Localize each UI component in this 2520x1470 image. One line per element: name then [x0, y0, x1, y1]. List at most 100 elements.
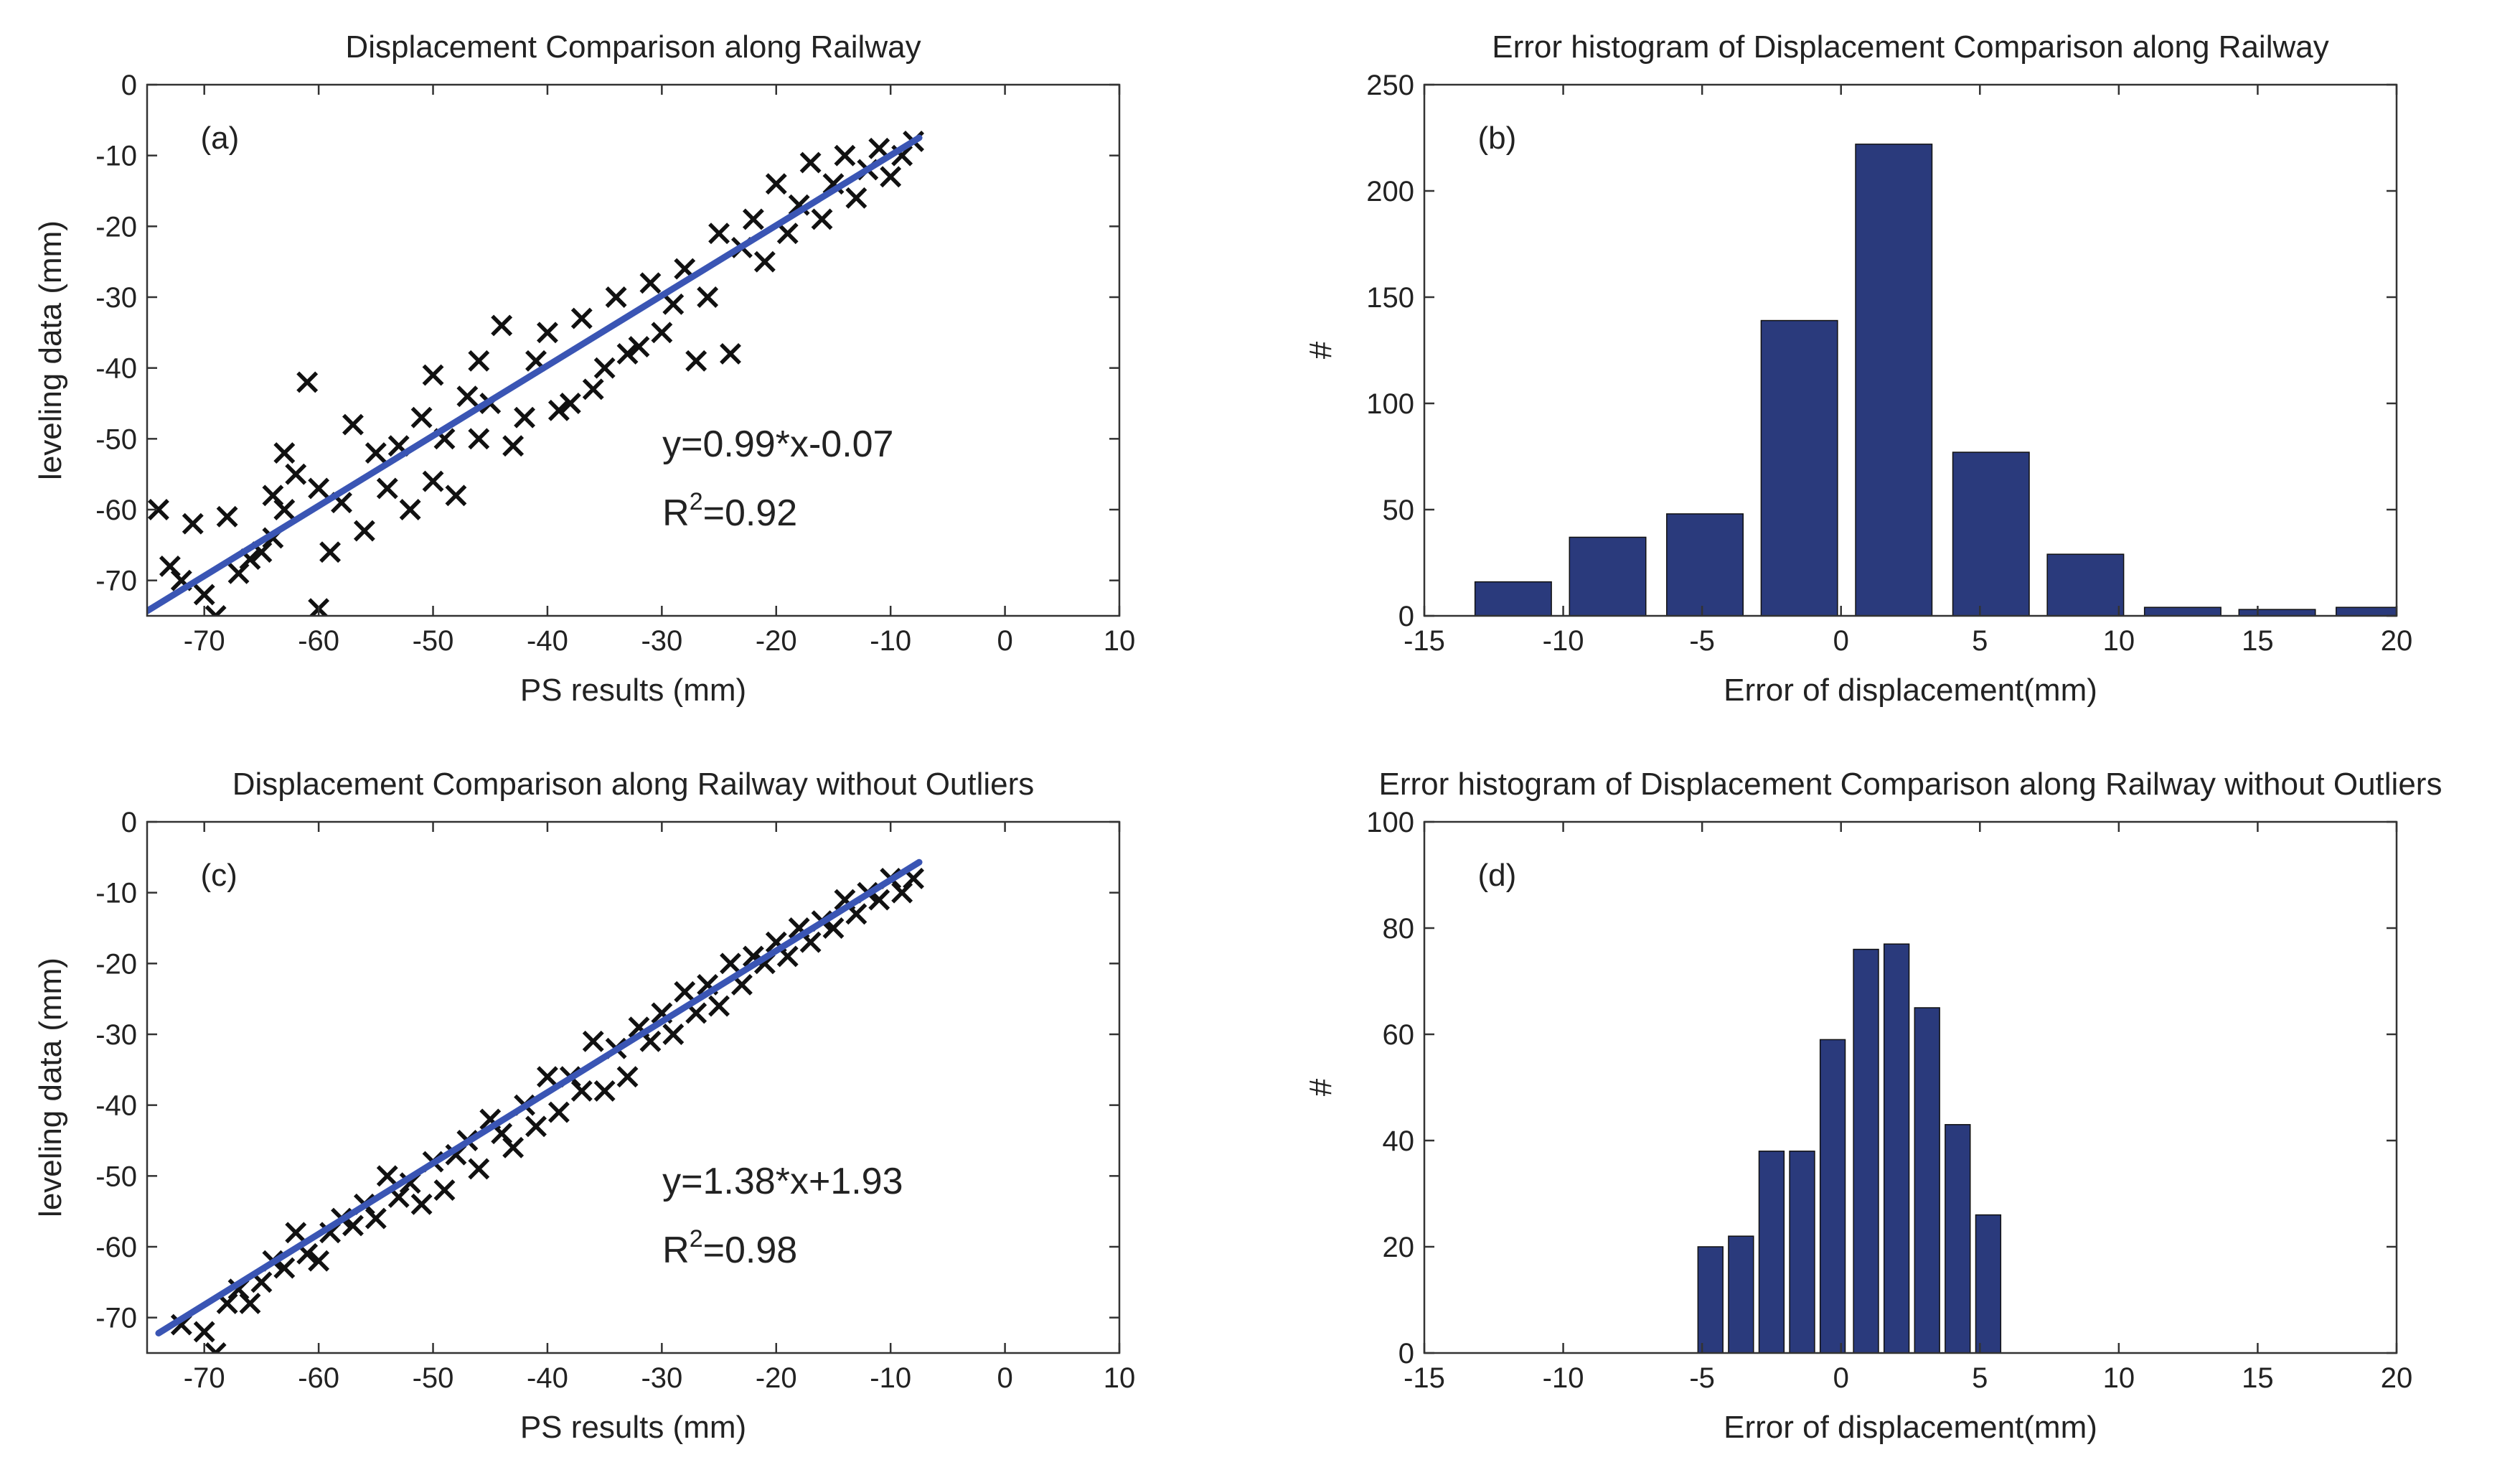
histogram-bar — [1760, 319, 1838, 616]
r-squared: R2=0.98 — [662, 1225, 797, 1271]
histogram-bar — [1975, 1214, 2002, 1353]
scatter-point — [674, 980, 696, 1003]
scatter-point — [502, 435, 525, 457]
scatter-point — [204, 1342, 227, 1353]
histogram-bar — [1819, 1039, 1846, 1353]
y-axis-label: # — [1303, 1078, 1338, 1096]
r-squared-value: =0.92 — [703, 492, 798, 534]
scatter-point — [193, 584, 215, 606]
scatter-point — [365, 1207, 387, 1230]
r-squared-prefix: R — [662, 1230, 690, 1271]
y-tick-label: -20 — [95, 211, 137, 243]
scatter-point — [308, 477, 330, 500]
x-tick-label: -20 — [756, 1362, 797, 1394]
x-tick-label: 10 — [1104, 1362, 1136, 1394]
x-tick-label: -10 — [1543, 625, 1584, 657]
x-tick-label: 15 — [2242, 625, 2274, 657]
y-tick-label: 0 — [1398, 1338, 1414, 1370]
scatter-point — [662, 1024, 685, 1045]
x-tick-label: 20 — [2381, 1362, 2413, 1394]
scatter-point — [502, 1136, 525, 1158]
r-squared-prefix: R — [662, 492, 690, 534]
y-tick-label: -10 — [95, 141, 137, 172]
scatter-point — [880, 166, 902, 188]
histogram-bar — [2238, 609, 2316, 616]
scatter-point — [410, 1193, 433, 1215]
x-axis-label: Error of displacement(mm) — [1724, 1410, 2097, 1445]
scatter-point — [868, 137, 890, 159]
x-tick-label: -5 — [1689, 625, 1715, 657]
scatter-point — [514, 406, 536, 429]
scatter-point — [353, 520, 375, 542]
scatter-point — [376, 477, 398, 500]
histogram-bar — [2336, 607, 2397, 616]
scatter-point — [285, 463, 307, 485]
x-tick-label: -5 — [1689, 1362, 1715, 1394]
y-tick-label: -40 — [95, 1090, 137, 1122]
scatter-point — [296, 371, 319, 393]
plot-data — [1474, 144, 2397, 616]
scatter-point — [342, 413, 364, 436]
x-tick-label: -60 — [298, 625, 339, 657]
scatter-point — [593, 357, 616, 379]
fit-equation: y=1.38*x+1.93 — [662, 1161, 903, 1202]
x-tick-label: 0 — [1833, 1362, 1849, 1394]
scatter-point — [582, 378, 604, 401]
chart-panel-c: Displacement Comparison along Railway wi… — [33, 767, 1135, 1445]
chart-panel-d: Error histogram of Displacement Comparis… — [1303, 767, 2442, 1445]
panel-label: (b) — [1478, 121, 1517, 156]
chart-title: Displacement Comparison along Railway wi… — [232, 767, 1035, 802]
x-tick-label: -40 — [527, 625, 568, 657]
scatter-point — [547, 1101, 570, 1123]
y-tick-label: -40 — [95, 353, 137, 385]
x-axis-label: PS results (mm) — [520, 673, 746, 708]
histogram-bar — [1697, 1246, 1724, 1353]
x-tick-label: -60 — [298, 1362, 339, 1394]
chart-title: Displacement Comparison along Railway — [345, 29, 921, 65]
scatter-point — [147, 499, 169, 520]
x-tick-label: 0 — [997, 1362, 1012, 1394]
scatter-point — [720, 342, 741, 365]
scatter-point — [525, 1115, 547, 1138]
x-tick-label: 10 — [2103, 1362, 2135, 1394]
histogram-bar — [1569, 536, 1647, 616]
scatter-point — [742, 208, 764, 230]
scatter-point — [182, 512, 204, 535]
plot-data — [147, 130, 925, 616]
scatter-point — [536, 1066, 558, 1088]
x-tick-label: 0 — [1833, 625, 1849, 657]
y-axis-label: leveling data (mm) — [33, 220, 68, 480]
x-axis-label: PS results (mm) — [520, 1410, 746, 1445]
histogram-bar — [1945, 1124, 1971, 1353]
x-tick-label: -10 — [1543, 1362, 1584, 1394]
scatter-point — [708, 995, 730, 1017]
scatter-point — [547, 399, 570, 421]
scatter-point — [639, 272, 662, 294]
y-tick-label: 20 — [1383, 1232, 1415, 1263]
chart-title: Error histogram of Displacement Comparis… — [1379, 767, 2443, 802]
y-tick-label: -50 — [95, 423, 137, 455]
x-tick-label: 20 — [2381, 625, 2413, 657]
x-tick-label: -15 — [1404, 625, 1445, 657]
scatter-point — [445, 484, 467, 507]
x-tick-label: 0 — [997, 625, 1012, 657]
scatter-point — [376, 1165, 398, 1187]
fit-equation: y=0.99*x-0.07 — [662, 423, 893, 465]
y-tick-label: -50 — [95, 1161, 137, 1192]
y-tick-label: 150 — [1366, 282, 1414, 314]
scatter-point — [239, 1292, 261, 1314]
y-tick-label: -30 — [95, 1019, 137, 1051]
x-tick-label: 10 — [1104, 625, 1136, 657]
histogram-bar — [1789, 1151, 1815, 1353]
scatter-point — [365, 442, 387, 464]
scatter-point — [399, 499, 421, 520]
scatter-point — [570, 1080, 593, 1102]
scatter-point — [685, 350, 707, 372]
x-tick-label: -10 — [870, 1362, 911, 1394]
y-tick-label: 100 — [1366, 807, 1414, 838]
r-squared-value: =0.98 — [703, 1230, 798, 1271]
panel-label: (c) — [201, 858, 238, 893]
scatter-point — [616, 1066, 639, 1088]
x-tick-label: -30 — [641, 625, 682, 657]
scatter-point — [204, 605, 227, 616]
